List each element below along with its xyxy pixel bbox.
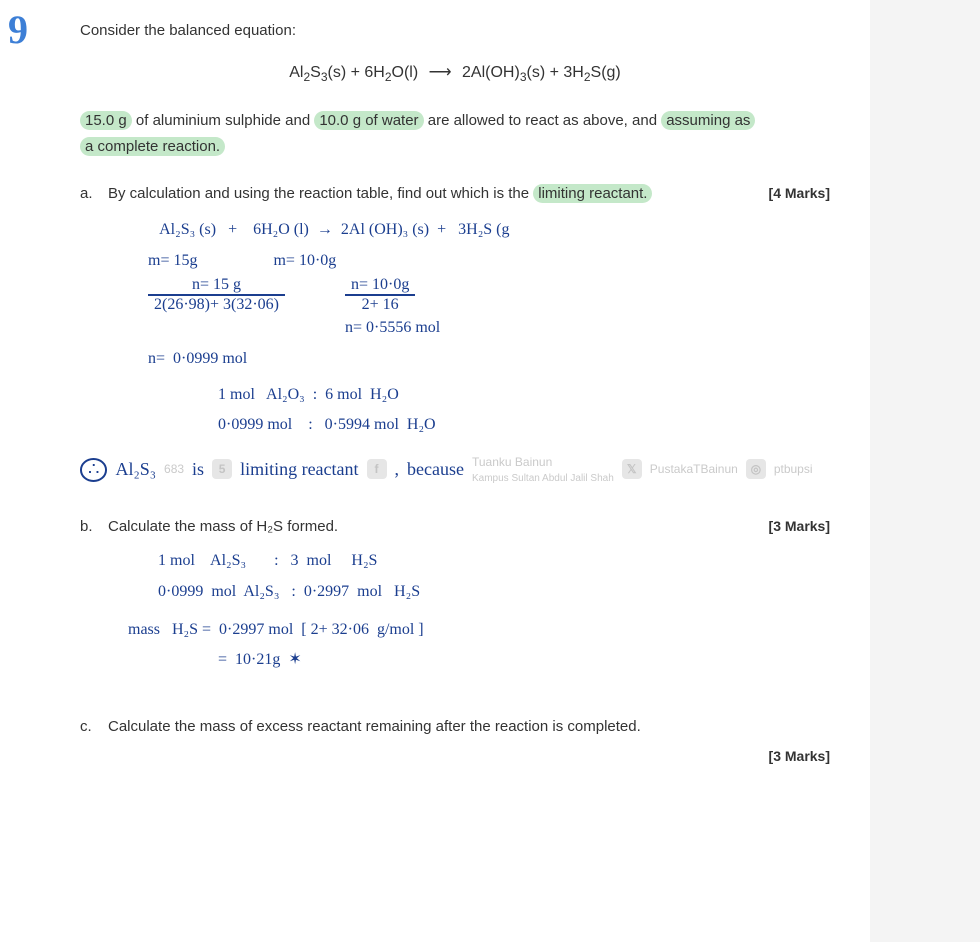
watermark-badge-1: 5 — [212, 459, 232, 479]
balanced-equation: Al2S3(s) + 6H2O(l) ⟶ 2Al(OH)3(s) + 3H2S(… — [80, 61, 830, 86]
part-c: c. Calculate the mass of excess reactant… — [80, 716, 830, 768]
conclusion-watermark-row: ∴ Al₂S₃683 is 5 limiting reactant f , be… — [80, 453, 830, 486]
twitter-icon: 𝕏 — [622, 459, 642, 479]
conclusion-text-2: is — [192, 456, 204, 483]
question-stem: Consider the balanced equation: — [80, 20, 830, 43]
highlight-limiting-reactant: limiting reactant. — [533, 184, 652, 203]
watermark-text-2: Kampus Sultan Abdul Jalil Shah — [472, 471, 614, 486]
highlight-complete-reaction: a complete reaction. — [80, 137, 225, 156]
facebook-icon: f — [367, 459, 387, 479]
conclusion-text-1: Al₂S₃ — [115, 456, 156, 483]
part-b-marks: [3 Marks] — [769, 516, 830, 537]
part-a-text: By calculation and using the reaction ta… — [108, 184, 652, 203]
part-c-label: c. — [80, 716, 108, 739]
fraction-n-al2s3: n= 15 g 2(26·98)+ 3(32·06) — [148, 276, 285, 313]
document-page: Consider the balanced equation: Al2S3(s)… — [0, 0, 870, 787]
context-line-1: 15.0 g of aluminium sulphide and 10.0 g … — [80, 110, 830, 133]
side-strip — [870, 0, 980, 942]
part-a-label: a. — [80, 183, 108, 206]
watermark-text-4: ptbupsi — [774, 460, 813, 478]
part-a-working: Al₂S₃ (s) + 6H₂O (l) → 2Al (OH)₃ (s) + 3… — [148, 215, 830, 441]
part-b-working: 1 mol Al₂S₃ : 3 mol H₂S 0·0999 mol Al₂S₃… — [158, 546, 830, 676]
fraction-n-h2o: n= 10·0g 2+ 16 — [345, 276, 415, 313]
watermark-text-3: PustakaTBainun — [650, 460, 738, 478]
highlight-mass-water: 10.0 g of water — [314, 111, 423, 130]
part-a: a. By calculation and using the reaction… — [80, 183, 830, 441]
part-c-marks: [3 Marks] — [108, 746, 830, 767]
conclusion-text-3: limiting reactant — [240, 456, 358, 483]
conclusion-text-4: because — [407, 456, 464, 483]
part-b: b. Calculate the mass of H₂S formed. [3 … — [80, 516, 830, 676]
highlight-mass-al2s3: 15.0 g — [80, 111, 132, 130]
part-a-marks: [4 Marks] — [769, 183, 830, 204]
instagram-icon: ◎ — [746, 459, 766, 479]
therefore-icon: ∴ — [80, 458, 107, 482]
part-c-text: Calculate the mass of excess reactant re… — [108, 718, 641, 735]
part-b-text: Calculate the mass of H₂S formed. — [108, 518, 338, 535]
arrow-icon: ⟶ — [429, 61, 452, 85]
watermark-text-1: Tuanku Bainun — [472, 453, 614, 471]
highlight-assuming: assuming as — [661, 111, 755, 130]
context-line-2: a complete reaction. — [80, 136, 830, 159]
part-b-label: b. — [80, 516, 108, 539]
